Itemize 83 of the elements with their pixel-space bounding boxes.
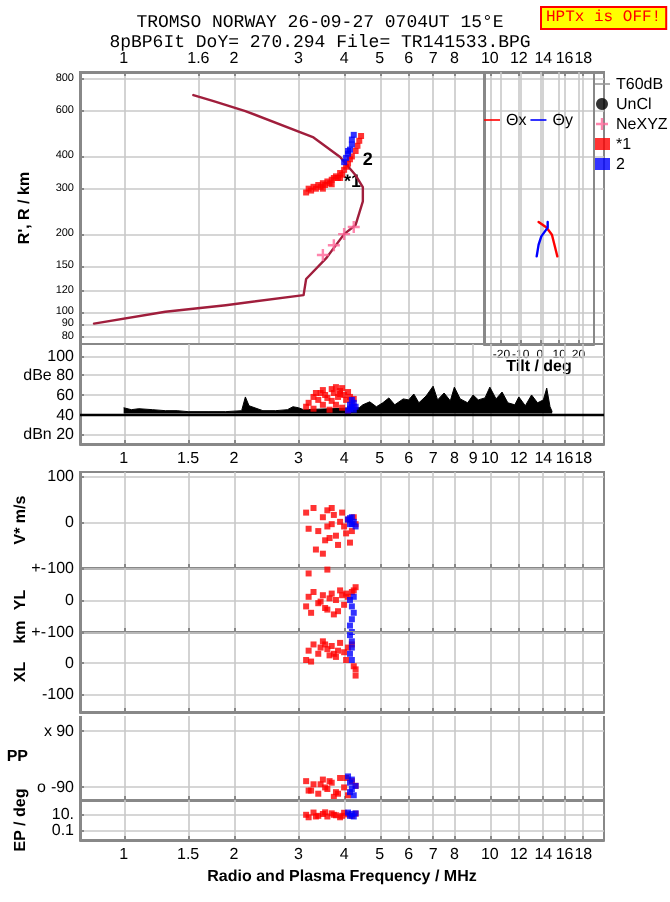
y-axis-title: V* m/s [11, 494, 29, 545]
x-axis-title: Radio and Plasma Frequency / MHz [207, 867, 477, 885]
legend-label: 2 [616, 155, 626, 173]
y-tick-label: 0.1 [51, 821, 76, 840]
y-tick-label: 100 [47, 559, 76, 577]
legend-label: NeXYZ [616, 115, 668, 133]
x-tick-label: 10 [480, 845, 500, 863]
x-tick-label: 5 [375, 49, 386, 67]
y-tick-label: -90 [50, 778, 76, 797]
y-tick-label: dBe 80 [23, 366, 76, 385]
y-tick-label: 100 [47, 346, 76, 365]
text: +- [31, 623, 47, 641]
x-tick-label: 10 [480, 449, 500, 467]
y-tick-label: 60 [56, 385, 76, 404]
x-tick-label: 9 [468, 449, 479, 467]
chart-title: TROMSO NORWAY 26-09-27 0704UT 15°E [136, 13, 504, 33]
x-tick-label: 1.5 [177, 449, 201, 467]
x-tick-label: 18 [574, 49, 594, 67]
x-tick-label: 4 [339, 845, 350, 863]
x-tick-label: 1 [119, 49, 130, 67]
x-tick-label: 18 [574, 845, 594, 863]
x-tick-label: 3 [293, 449, 304, 467]
x-tick-label: 14 [534, 49, 554, 67]
legend-label: *1 [616, 135, 633, 153]
x-tick-label: 18 [574, 449, 594, 467]
x-tick-label: 1.6 [187, 49, 211, 67]
y-tick-label: -100 [41, 685, 76, 704]
text: +- [31, 559, 47, 577]
x-tick-label: 1.5 [177, 845, 201, 863]
text: x [44, 721, 52, 740]
x-tick-label: 1 [119, 845, 130, 863]
x-tick-label: 3 [293, 49, 304, 67]
x-tick-label: 16 [555, 49, 575, 67]
x-tick-label: 16 [555, 449, 575, 467]
x-tick-label: 7 [428, 845, 439, 863]
x-tick-label: 2 [229, 449, 240, 467]
x-tick-label: 3 [293, 845, 304, 863]
text: HPTx is OFF! [546, 9, 662, 27]
x-tick-label: 12 [509, 845, 529, 863]
legend-label: UnCl [616, 95, 653, 113]
y-axis-title: EP / deg [11, 788, 29, 852]
text: km [11, 620, 29, 644]
x-tick-label: 12 [509, 449, 529, 467]
x-tick-label: 7 [428, 449, 439, 467]
annotation: 2 [362, 148, 373, 169]
x-tick-label: 12 [509, 49, 529, 67]
x-axis-title: Tilt / deg [506, 357, 572, 375]
x-tick-label: 14 [534, 449, 554, 467]
x-tick-label: 10 [480, 49, 500, 67]
y-axis-title: YL [11, 589, 29, 611]
x-tick-label: 1 [119, 449, 130, 467]
x-tick-label: 8 [449, 449, 460, 467]
text: o [37, 778, 48, 797]
x-tick-label: 6 [404, 449, 415, 467]
y-tick-label: dBn 20 [23, 425, 76, 444]
y-tick-label: 40 [56, 405, 76, 424]
chart-subtitle: 8pBP6It DoY= 270.294 File= TR141533.BPG [109, 33, 531, 53]
y-tick-label: 90 [56, 721, 76, 740]
x-tick-label: 2 [229, 845, 240, 863]
legend-label: Θy [552, 111, 573, 129]
y-axis-title: XL [11, 661, 29, 683]
x-tick-label: 8 [449, 49, 460, 67]
y-tick-label: 100 [47, 466, 76, 485]
x-tick-label: 5 [375, 449, 386, 467]
x-tick-label: 4 [339, 449, 350, 467]
legend-label: T60dB [616, 75, 664, 93]
legend-label: Θx [506, 111, 527, 129]
x-tick-label: 16 [555, 845, 575, 863]
y-tick-label: 10. [51, 805, 74, 823]
x-tick-label: 7 [428, 49, 439, 67]
x-tick-label: 5 [375, 845, 386, 863]
y-axis-title: PP [6, 747, 30, 765]
y-tick-label: 0 [65, 591, 76, 609]
x-tick-label: 6 [404, 845, 415, 863]
y-tick-label: 100 [47, 623, 76, 641]
x-tick-label: 8 [449, 845, 460, 863]
x-tick-label: 4 [339, 49, 350, 67]
y-tick-label: 0 [65, 512, 76, 531]
x-tick-label: 6 [404, 49, 415, 67]
x-tick-label: 2 [229, 49, 240, 67]
y-axis-title: R', R / km [15, 171, 33, 245]
y-tick-label: 0 [65, 654, 76, 673]
x-tick-label: 14 [534, 845, 554, 863]
